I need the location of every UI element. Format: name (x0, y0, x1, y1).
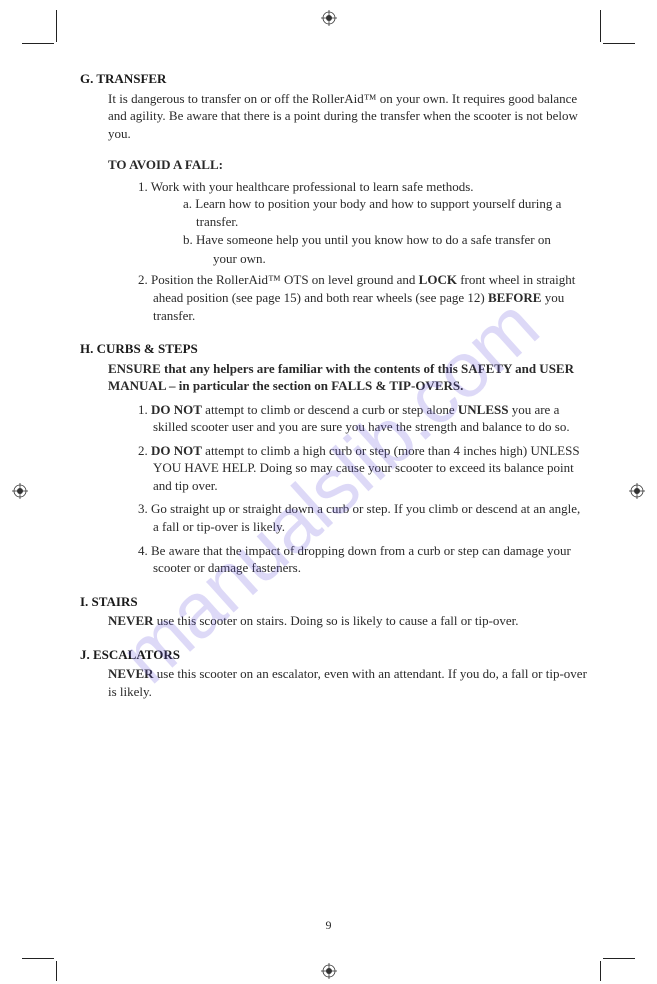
section-curbs: H. CURBS & STEPS ENSURE that any helpers… (80, 340, 587, 577)
transfer-item-1: 1. Work with your healthcare professiona… (138, 178, 587, 268)
transfer-item-2: 2. Position the RollerAid™ OTS on level … (138, 271, 587, 324)
bold-never: NEVER (108, 613, 154, 628)
heading-escalators: J. ESCALATORS (80, 646, 587, 664)
item-num: 2. (138, 443, 151, 458)
item-text: use this scooter on an escalator, even w… (108, 666, 587, 699)
registration-mark-icon (321, 963, 337, 979)
heading-transfer: G. TRANSFER (80, 70, 587, 88)
curb-item-3: 3. Go straight up or straight down a cur… (138, 500, 587, 535)
transfer-list: 1. Work with your healthcare professiona… (80, 178, 587, 324)
item-num: 4. (138, 543, 151, 558)
item-num: 3. (138, 501, 151, 516)
crop-mark (22, 43, 54, 44)
bold-never: NEVER (108, 666, 154, 681)
item-num: 1. (138, 179, 148, 194)
curb-item-2: 2. DO NOT attempt to climb a high curb o… (138, 442, 587, 495)
curb-item-4: 4. Be aware that the impact of dropping … (138, 542, 587, 577)
heading-curbs: H. CURBS & STEPS (80, 340, 587, 358)
section-transfer: G. TRANSFER It is dangerous to transfer … (80, 70, 587, 324)
item-text: Position the RollerAid™ OTS on level gro… (148, 272, 419, 287)
curb-item-1: 1. DO NOT attempt to climb or descend a … (138, 401, 587, 436)
item-num: 2. (138, 272, 148, 287)
bold-unless: UNLESS (458, 402, 509, 417)
transfer-sublist: a. Learn how to position your body and h… (153, 195, 587, 267)
crop-mark (603, 958, 635, 959)
page-content: G. TRANSFER It is dangerous to transfer … (0, 0, 657, 746)
stairs-text: NEVER use this scooter on stairs. Doing … (80, 612, 587, 630)
crop-mark (56, 961, 57, 981)
crop-mark (603, 43, 635, 44)
bold-donot: DO NOT (151, 443, 202, 458)
crop-mark (600, 10, 601, 42)
item-text: Go straight up or straight down a curb o… (151, 501, 580, 534)
section-escalators: J. ESCALATORS NEVER use this scooter on … (80, 646, 587, 701)
escalators-text: NEVER use this scooter on an escalator, … (80, 665, 587, 700)
item-num: 1. (138, 402, 151, 417)
item-text: use this scooter on stairs. Doing so is … (154, 613, 519, 628)
heading-stairs: I. STAIRS (80, 593, 587, 611)
crop-mark (600, 961, 601, 981)
item-text: Work with your healthcare professional t… (148, 179, 474, 194)
curbs-list: 1. DO NOT attempt to climb or descend a … (80, 401, 587, 577)
crop-mark (56, 10, 57, 42)
sub-b: b. Have someone help you until you know … (183, 231, 587, 249)
curbs-ensure: ENSURE that any helpers are familiar wit… (80, 360, 587, 395)
section-stairs: I. STAIRS NEVER use this scooter on stai… (80, 593, 587, 630)
avoid-fall-heading: TO AVOID A FALL: (80, 156, 587, 174)
registration-mark-icon (321, 10, 337, 26)
page-number: 9 (0, 918, 657, 933)
sub-a: a. Learn how to position your body and h… (183, 195, 587, 230)
bold-before: BEFORE (488, 290, 541, 305)
registration-mark-icon (12, 483, 28, 499)
bold-lock: LOCK (419, 272, 457, 287)
registration-mark-icon (629, 483, 645, 499)
transfer-intro: It is dangerous to transfer on or off th… (80, 90, 587, 143)
item-text: attempt to climb or descend a curb or st… (202, 402, 458, 417)
item-text: attempt to climb a high curb or step (mo… (153, 443, 580, 493)
crop-mark (22, 958, 54, 959)
sub-b-cont: your own. (183, 250, 587, 268)
bold-donot: DO NOT (151, 402, 202, 417)
item-text: Be aware that the impact of dropping dow… (151, 543, 571, 576)
